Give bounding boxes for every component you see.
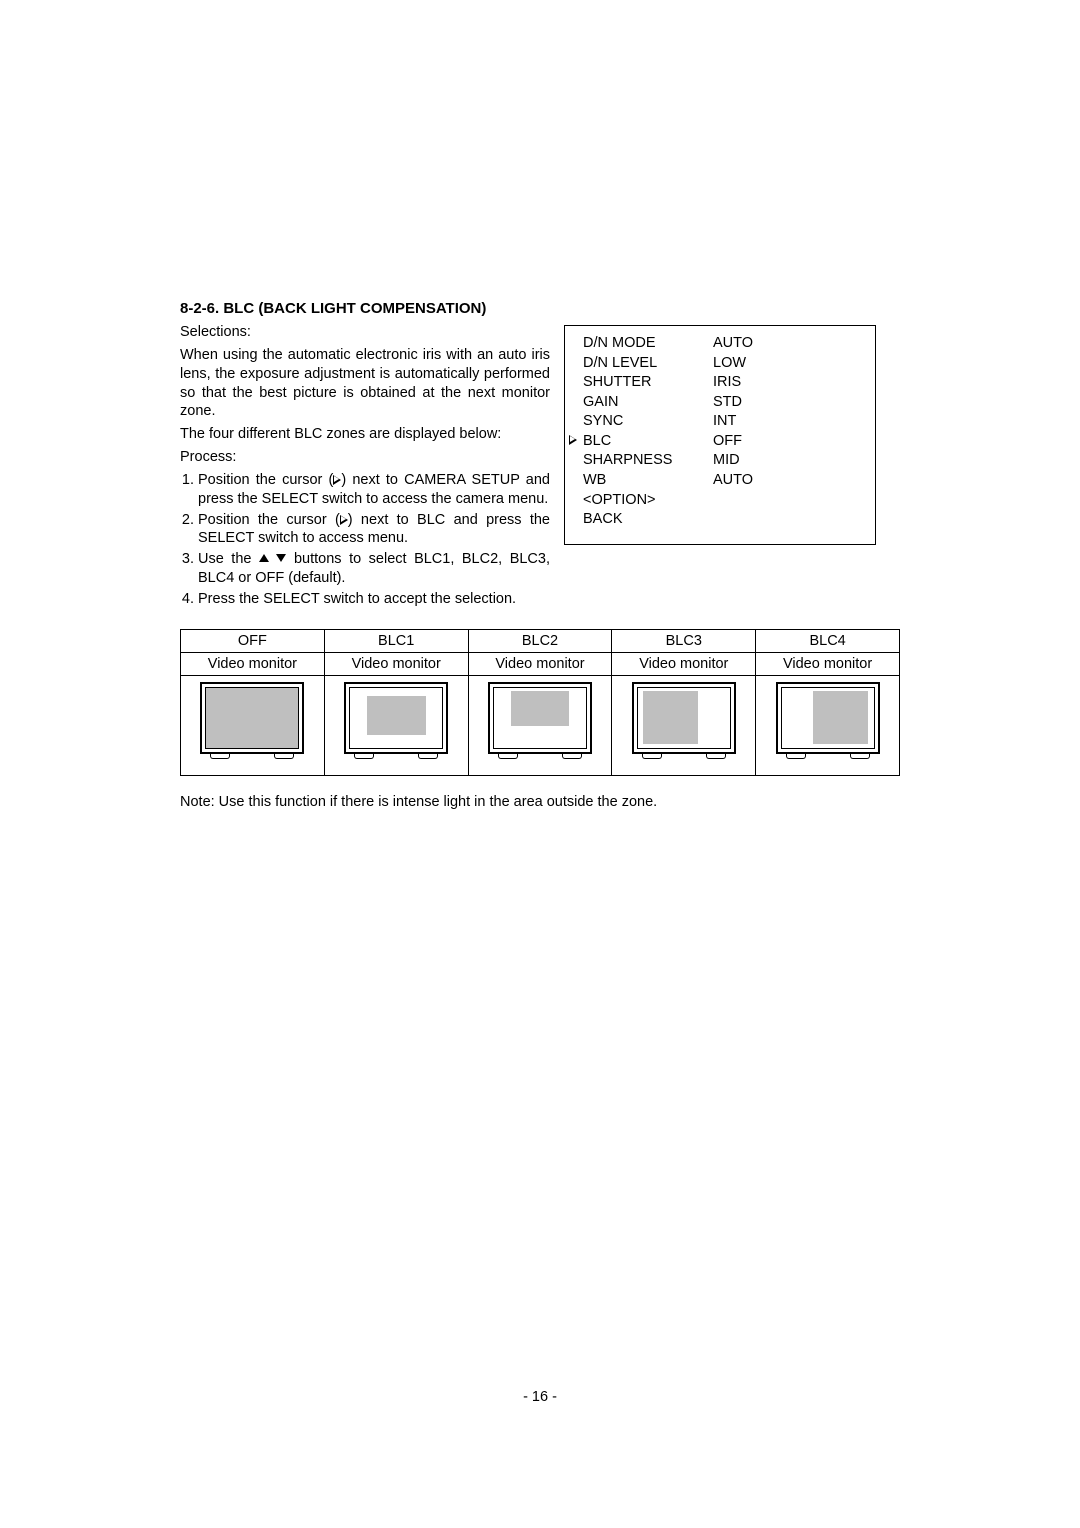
menu-row: SYNCINT bbox=[583, 412, 865, 432]
zone-monitor-cell bbox=[468, 675, 612, 775]
menu-row: D/N LEVELLOW bbox=[583, 354, 865, 374]
cursor-icon bbox=[340, 515, 348, 525]
video-monitor-icon bbox=[200, 682, 304, 754]
cursor-icon bbox=[333, 475, 341, 485]
zone-header: BLC1 bbox=[324, 629, 468, 652]
menu-item-label: SHARPNESS bbox=[583, 451, 713, 471]
blc-zone-area bbox=[511, 691, 570, 726]
menu-row: SHARPNESSMID bbox=[583, 451, 865, 471]
zone-subheader: Video monitor bbox=[181, 652, 325, 675]
menu-item-value: AUTO bbox=[713, 471, 753, 491]
menu-item-label: GAIN bbox=[583, 393, 713, 413]
menu-row: WBAUTO bbox=[583, 471, 865, 491]
zone-subheader: Video monitor bbox=[324, 652, 468, 675]
menu-row: BACK bbox=[583, 510, 865, 530]
zone-monitor-cell bbox=[756, 675, 900, 775]
process-step-1: Position the cursor () next to CAMERA SE… bbox=[198, 471, 550, 509]
process-label: Process: bbox=[180, 448, 550, 467]
note-text: Note: Use this function if there is inte… bbox=[180, 794, 900, 810]
menu-item-label: WB bbox=[583, 471, 713, 491]
menu-item-value: MID bbox=[713, 451, 740, 471]
video-monitor-icon bbox=[632, 682, 736, 754]
menu-item-value: OFF bbox=[713, 432, 742, 452]
zone-monitor-cell bbox=[181, 675, 325, 775]
selections-label: Selections: bbox=[180, 323, 550, 342]
zone-header: BLC4 bbox=[756, 629, 900, 652]
menu-item-value: INT bbox=[713, 412, 736, 432]
menu-item-label: D/N LEVEL bbox=[583, 354, 713, 374]
blc-zone-area bbox=[206, 688, 298, 748]
menu-item-label: BACK bbox=[583, 510, 713, 530]
section-title: 8-2-6. BLC (BACK LIGHT COMPENSATION) bbox=[180, 300, 900, 317]
menu-cursor-icon bbox=[569, 432, 577, 448]
menu-row: D/N MODEAUTO bbox=[583, 334, 865, 354]
menu-item-label: SYNC bbox=[583, 412, 713, 432]
video-monitor-icon bbox=[488, 682, 592, 754]
up-arrow-icon bbox=[259, 554, 269, 562]
page-number: - 16 - bbox=[180, 1389, 900, 1405]
menu-item-value: IRIS bbox=[713, 373, 741, 393]
menu-item-value: LOW bbox=[713, 354, 746, 374]
zone-header: BLC2 bbox=[468, 629, 612, 652]
zone-header: BLC3 bbox=[612, 629, 756, 652]
menu-item-label: SHUTTER bbox=[583, 373, 713, 393]
down-arrow-icon bbox=[276, 554, 286, 562]
menu-item-label: <OPTION> bbox=[583, 491, 713, 511]
zone-subheader: Video monitor bbox=[468, 652, 612, 675]
camera-menu-box: D/N MODEAUTOD/N LEVELLOWSHUTTERIRISGAINS… bbox=[564, 323, 876, 611]
zone-subheader: Video monitor bbox=[756, 652, 900, 675]
zone-monitor-cell bbox=[612, 675, 756, 775]
process-step-2: Position the cursor () next to BLC and p… bbox=[198, 511, 550, 549]
zone-header: OFF bbox=[181, 629, 325, 652]
blc-zone-area bbox=[643, 691, 698, 744]
selections-text: When using the automatic electronic iris… bbox=[180, 346, 550, 421]
blc-zone-area bbox=[813, 691, 868, 744]
menu-row: <OPTION> bbox=[583, 491, 865, 511]
video-monitor-icon bbox=[776, 682, 880, 754]
video-monitor-icon bbox=[344, 682, 448, 754]
zone-monitor-cell bbox=[324, 675, 468, 775]
process-list: Position the cursor () next to CAMERA SE… bbox=[180, 471, 550, 609]
menu-item-label: D/N MODE bbox=[583, 334, 713, 354]
menu-row: GAINSTD bbox=[583, 393, 865, 413]
menu-item-label: BLC bbox=[583, 432, 713, 452]
blc-zone-table: OFFBLC1BLC2BLC3BLC4 Video monitorVideo m… bbox=[180, 629, 900, 776]
blc-zone-area bbox=[367, 696, 426, 734]
zone-subheader: Video monitor bbox=[612, 652, 756, 675]
menu-row: SHUTTERIRIS bbox=[583, 373, 865, 393]
left-column: Selections: When using the automatic ele… bbox=[180, 323, 550, 611]
menu-item-value: STD bbox=[713, 393, 742, 413]
menu-item-value: AUTO bbox=[713, 334, 753, 354]
menu-row: BLCOFF bbox=[583, 432, 865, 452]
process-step-3: Use the buttons to select BLC1, BLC2, BL… bbox=[198, 550, 550, 588]
zones-intro: The four different BLC zones are display… bbox=[180, 425, 550, 444]
process-step-4: Press the SELECT switch to accept the se… bbox=[198, 590, 550, 609]
